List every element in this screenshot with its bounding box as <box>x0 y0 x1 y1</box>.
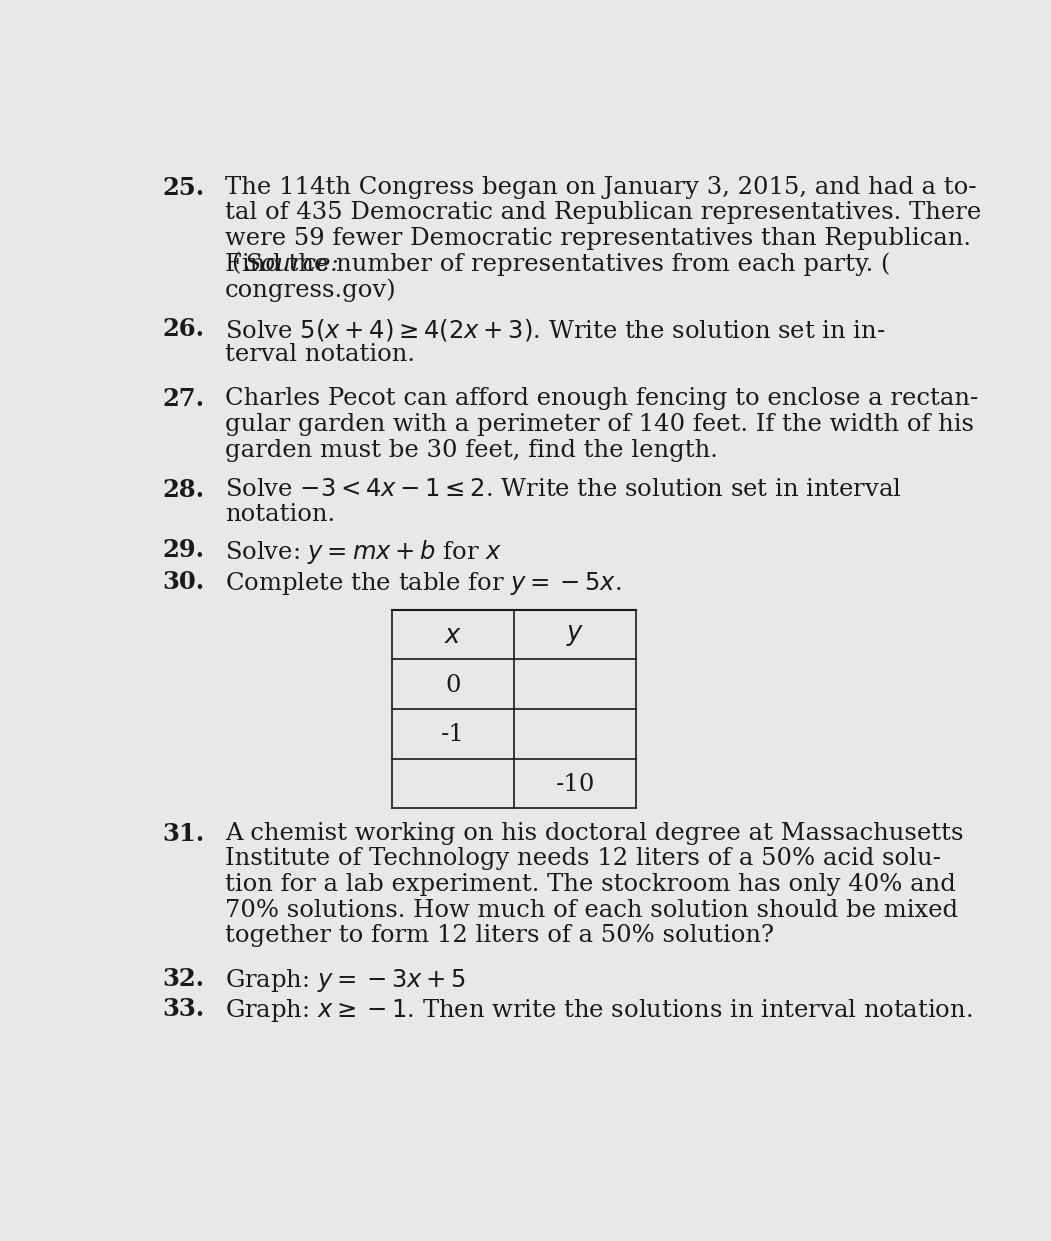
Text: The 114th Congress began on January 3, 2015, and had a to-: The 114th Congress began on January 3, 2… <box>225 176 976 199</box>
Text: Graph: $x \geq -1$. Then write the solutions in interval notation.: Graph: $x \geq -1$. Then write the solut… <box>225 997 972 1024</box>
Text: gular garden with a perimeter of 140 feet. If the width of his: gular garden with a perimeter of 140 fee… <box>225 413 974 436</box>
Text: 28.: 28. <box>162 478 205 501</box>
Text: 25.: 25. <box>162 176 205 200</box>
Text: 27.: 27. <box>162 387 205 412</box>
Text: garden must be 30 feet, find the length.: garden must be 30 feet, find the length. <box>225 438 718 462</box>
Text: Solve $-3 < 4x - 1 \leq 2$. Write the solution set in interval: Solve $-3 < 4x - 1 \leq 2$. Write the so… <box>225 478 902 500</box>
Text: -1: -1 <box>441 724 465 746</box>
Text: Find the number of representatives from each party. (: Find the number of representatives from … <box>225 252 890 276</box>
Text: notation.: notation. <box>225 504 335 526</box>
Text: Complete the table for $y = -5x$.: Complete the table for $y = -5x$. <box>225 570 621 597</box>
Text: Solve: $y = mx + b$ for $x$: Solve: $y = mx + b$ for $x$ <box>225 539 502 566</box>
Text: congress.gov): congress.gov) <box>225 278 396 302</box>
Text: Source:: Source: <box>244 252 338 276</box>
Text: terval notation.: terval notation. <box>225 343 415 366</box>
Text: 26.: 26. <box>162 318 205 341</box>
Text: 0: 0 <box>446 674 460 696</box>
Text: Charles Pecot can afford enough fencing to enclose a rectan-: Charles Pecot can afford enough fencing … <box>225 387 978 411</box>
Text: (: ( <box>231 252 241 276</box>
Text: 32.: 32. <box>162 967 205 992</box>
Text: were 59 fewer Democratic representatives than Republican.: were 59 fewer Democratic representatives… <box>225 227 971 249</box>
Text: 29.: 29. <box>162 539 205 562</box>
Text: 70% solutions. How much of each solution should be mixed: 70% solutions. How much of each solution… <box>225 898 959 922</box>
Text: $y$: $y$ <box>566 623 584 648</box>
Text: Graph: $y = -3x + 5$: Graph: $y = -3x + 5$ <box>225 967 467 994</box>
Text: together to form 12 liters of a 50% solution?: together to form 12 liters of a 50% solu… <box>225 925 774 947</box>
Text: -10: -10 <box>556 773 595 797</box>
Text: A chemist working on his doctoral degree at Massachusetts: A chemist working on his doctoral degree… <box>225 822 964 845</box>
Text: 31.: 31. <box>162 822 205 846</box>
Text: 33.: 33. <box>162 997 205 1020</box>
Text: 30.: 30. <box>162 570 205 593</box>
Text: tal of 435 Democratic and Republican representatives. There: tal of 435 Democratic and Republican rep… <box>225 201 982 225</box>
Text: $x$: $x$ <box>445 623 462 648</box>
Text: Institute of Technology needs 12 liters of a 50% acid solu-: Institute of Technology needs 12 liters … <box>225 848 941 870</box>
Text: Solve $5(x + 4) \geq 4(2x + 3)$. Write the solution set in in-: Solve $5(x + 4) \geq 4(2x + 3)$. Write t… <box>225 318 886 343</box>
Text: tion for a lab experiment. The stockroom has only 40% and: tion for a lab experiment. The stockroom… <box>225 874 955 896</box>
